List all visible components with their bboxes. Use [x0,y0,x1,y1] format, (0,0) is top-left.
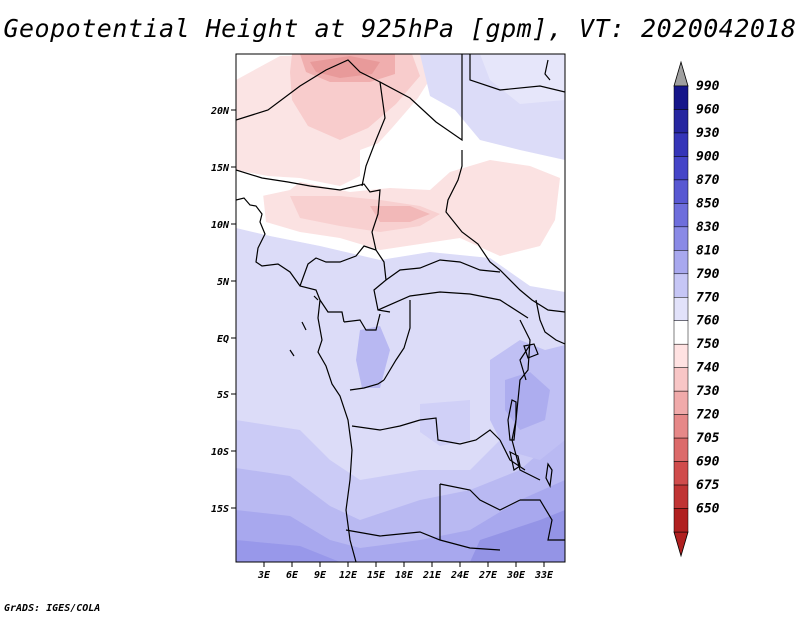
lat-label: 10N [211,220,230,231]
colorbar-swatch [673,437,689,462]
colorbar-label: 760 [696,314,720,329]
colorbar-label: 720 [696,408,720,423]
colorbar-swatch [673,132,689,157]
colorbar-label: 790 [696,267,720,282]
lon-label: 15E [367,570,386,581]
colorbar-swatch [673,203,689,228]
colorbar-label: 705 [696,431,720,446]
lat-label: 20N [210,106,230,117]
colorbar-label: 650 [696,502,720,517]
colorbar-swatch [673,343,689,368]
colorbar-swatch [673,320,689,345]
colorbar-swatch [673,367,689,392]
lat-label: 5N [217,277,230,288]
lon-label: 30E [506,570,526,581]
colorbar-label: 870 [696,173,720,188]
lon-label: 3E [257,570,271,581]
colorbar-swatch [673,390,689,415]
colorbar-bottom-arrow [673,531,689,558]
colorbar-label: 690 [696,455,720,470]
colorbar-label: 750 [696,337,720,352]
lon-label: 12E [339,570,358,581]
lat-label: 15N [211,163,230,174]
lon-label: 33E [534,570,554,581]
colorbar-label: 675 [696,478,720,493]
colorbar: 990 960 930 900 870 850 830 810 790 770 760 750 740 7… [673,60,720,558]
country-borders [236,54,565,562]
colorbar-swatch [673,461,689,486]
colorbar-label: 900 [696,149,720,164]
colorbar-swatch [673,273,689,298]
colorbar-swatch [673,297,689,321]
colorbar-swatch [673,484,689,509]
colorbar-swatch [673,179,689,204]
lon-label: 27E [478,570,498,581]
chart-title: Geopotential Height at 925hPa [gpm], VT:… [3,14,797,43]
colorbar-label: 740 [696,361,720,376]
colorbar-label: 770 [696,290,720,305]
lat-label: 5S [217,390,229,401]
colorbar-label: 730 [696,384,720,399]
grads-credit: GrADS: IGES/COLA [4,603,101,614]
colorbar-label: 810 [696,243,720,258]
colorbar-label: 930 [696,126,720,141]
longitude-axis: 3E 6E 9E 12E 15E 18E 21E 24E 27E 30E 33E [257,562,554,581]
lon-label: 21E [422,570,442,581]
lat-label: EQ [217,334,229,345]
lon-label: 24E [450,570,470,581]
colorbar-swatch [673,156,689,181]
lon-label: 18E [395,570,414,581]
colorbar-label: 960 [696,102,720,117]
lon-label: 6E [286,570,299,581]
colorbar-top-arrow [673,60,689,87]
colorbar-swatch [673,226,689,251]
colorbar-label: 830 [696,220,720,235]
colorbar-swatch [673,85,689,110]
colorbar-swatch [673,250,689,275]
colorbar-swatch [673,508,689,533]
lon-label: 9E [314,570,327,581]
colorbar-label: 990 [696,79,720,94]
colorbar-swatch [673,109,689,134]
lat-label: 15S [211,504,229,515]
height-field [236,54,565,562]
colorbar-swatch [673,414,689,439]
latitude-axis: 20N 15N 10N 5N EQ 5S 10S 15S [210,106,236,515]
colorbar-label: 850 [696,196,720,211]
lat-label: 10S [211,447,229,458]
map-frame [235,53,566,563]
